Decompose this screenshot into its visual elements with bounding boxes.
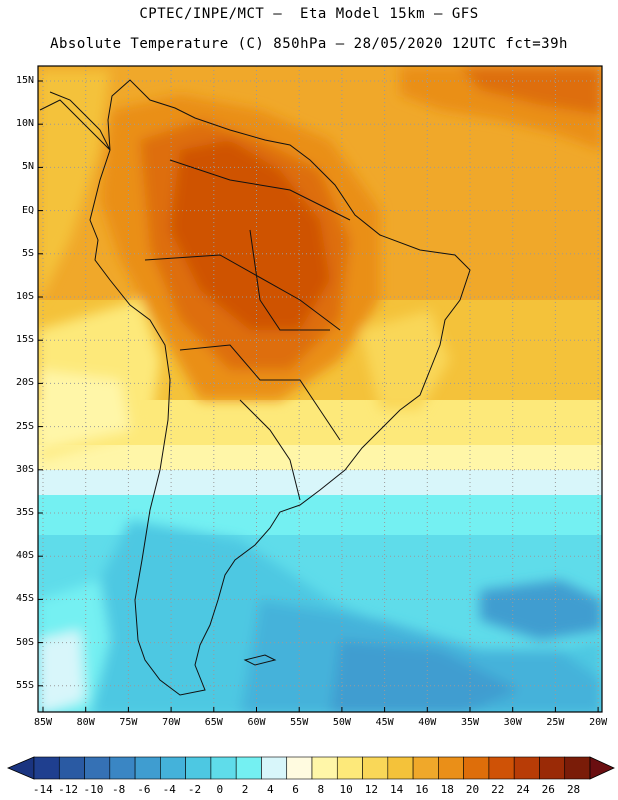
colorbar-swatch: [564, 756, 591, 780]
lon-label: 20W: [589, 717, 608, 728]
lon-label: 75W: [119, 717, 138, 728]
colorbar-label: 24: [516, 783, 530, 796]
lat-label: 55S: [15, 679, 34, 691]
lat-label: 15S: [15, 334, 34, 346]
colorbar-label: 22: [491, 783, 505, 796]
colorbar-swatch: [387, 756, 414, 780]
colorbar-swatch: [84, 756, 111, 780]
lat-label: 10N: [15, 118, 34, 130]
colorbar-label: 12: [364, 783, 379, 796]
colorbar-swatch: [513, 756, 540, 780]
colorbar-swatch: [311, 756, 338, 780]
border-amazon: [144, 254, 341, 331]
border-south: [179, 344, 341, 441]
lon-label: 60W: [247, 717, 266, 728]
band-24-ne: [460, 66, 602, 115]
lat-label: 15N: [15, 75, 34, 86]
central-america-outline: [39, 91, 111, 151]
colorbar: [6, 756, 615, 780]
colorbar-label: 20: [465, 783, 480, 796]
border-north: [169, 159, 351, 221]
colorbar-min-arrow: [6, 756, 35, 780]
lon-label: 50W: [332, 717, 351, 728]
lon-label: 25W: [546, 717, 565, 728]
lat-label: 45S: [15, 593, 34, 605]
colorbar-label: 2: [241, 783, 249, 796]
colorbar-label: 8: [317, 783, 325, 796]
colorbar-swatch: [261, 756, 288, 780]
lon-label: 30W: [503, 717, 522, 728]
band-m6: [330, 640, 520, 712]
temperature-field: [38, 66, 602, 712]
lat-label: 30S: [15, 463, 34, 475]
colorbar-swatch: [438, 756, 464, 780]
lon-label: 70W: [162, 717, 181, 728]
colorbar-label: -2: [187, 783, 202, 796]
band-2: [38, 495, 602, 540]
lat-label: 20S: [15, 377, 34, 389]
colorbar-swatch: [235, 756, 262, 780]
colorbar-label: 4: [266, 783, 274, 796]
colorbar-swatch: [286, 756, 313, 780]
colorbar-label: 26: [541, 783, 555, 796]
colorbar-label: -14: [32, 783, 53, 796]
lat-label: 50S: [15, 636, 34, 648]
colorbar-label: -4: [162, 783, 176, 796]
chart-subtitle: Absolute Temperature (C) 850hPa – 28/05/…: [50, 36, 568, 52]
colorbar-swatch: [463, 756, 490, 780]
border-argentina: [239, 399, 301, 501]
lon-label: 55W: [290, 717, 309, 728]
border-brazil: [249, 229, 330, 331]
band-4-sw: [38, 630, 85, 712]
colorbar-max-arrow: [589, 756, 615, 780]
lat-label: 25S: [15, 420, 34, 432]
lat-label: 5N: [21, 161, 34, 173]
lon-label: 35W: [460, 717, 480, 728]
colorbar-swatch: [362, 756, 389, 780]
axis-ticks: [38, 80, 599, 712]
coastlines: [39, 79, 471, 696]
lat-label: 40S: [15, 550, 34, 562]
lon-label: 45W: [375, 717, 394, 728]
colorbar-swatch: [109, 756, 136, 780]
colorbar-label: 14: [390, 783, 404, 796]
band-16-west: [38, 70, 110, 300]
lon-label: 80W: [76, 717, 95, 728]
colorbar-label: -8: [112, 783, 126, 796]
colorbar-swatch: [134, 756, 161, 780]
map-frame: [37, 65, 603, 713]
band-10-west: [38, 370, 130, 450]
colorbar-label: -12: [58, 783, 79, 796]
south-america-outline: [89, 79, 471, 696]
colorbar-swatch: [185, 756, 212, 780]
colorbar-swatch: [58, 756, 85, 780]
colorbar-label: 16: [415, 783, 429, 796]
colorbar-label: 28: [566, 783, 581, 796]
lat-label: EQ: [21, 204, 34, 216]
colorbar-label: 0: [216, 783, 224, 796]
colorbar-swatch: [412, 756, 439, 780]
colorbar-swatch: [488, 756, 515, 780]
lon-label: 85W: [33, 717, 53, 728]
colorbar-swatch: [336, 756, 363, 780]
colorbar-label: 6: [292, 783, 299, 796]
lat-label: 5S: [21, 247, 34, 259]
band-m6-east: [480, 580, 602, 640]
lat-label: 10S: [15, 291, 34, 302]
colorbar-swatch: [539, 756, 566, 780]
band-26: [170, 140, 330, 330]
lat-label: 35S: [15, 507, 34, 518]
colorbar-label: -10: [83, 783, 104, 796]
lon-label: 40W: [418, 717, 437, 728]
colorbar-label: 10: [339, 783, 353, 796]
colorbar-swatch: [160, 756, 186, 780]
colorbar-label: -6: [137, 783, 151, 796]
falklands-outline: [243, 654, 277, 666]
colorbar-swatch: [210, 756, 237, 780]
lon-label: 65W: [204, 717, 223, 728]
colorbar-label: 18: [440, 783, 454, 796]
chart-title: CPTEC/INPE/MCT – Eta Model 15km – GFS: [139, 6, 479, 22]
colorbar-swatch: [33, 756, 60, 780]
